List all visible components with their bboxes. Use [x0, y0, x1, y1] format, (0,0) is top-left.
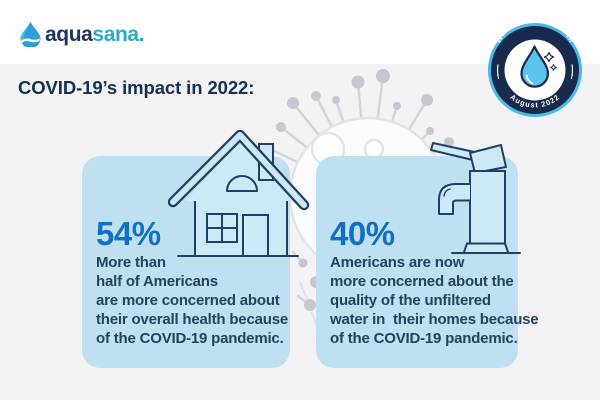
stat-line: quality of the unfiltered [330, 292, 491, 309]
stat-line: are more concerned about [96, 292, 280, 309]
water-drop-logo-icon [20, 21, 41, 47]
stat-text-water: Americans are now more concerned about t… [330, 253, 539, 348]
stat-line: water in their homes because [330, 311, 539, 328]
stat-text-health: More than half of Americans are more con… [96, 253, 290, 348]
stat-card-health: 54% More than half of Americans are more… [82, 156, 290, 368]
sparkle-icon [543, 51, 555, 63]
stat-value-water: 40% [330, 215, 395, 252]
stat-line: Americans are now [330, 254, 465, 271]
logo-text-sana: sana. [92, 22, 145, 46]
logo-text-aqua: aqua [45, 22, 93, 46]
stat-value-health: 54% [96, 215, 161, 252]
stat-line: half of Americans [96, 273, 218, 290]
stat-line: of the COVID-19 pandemic. [96, 330, 284, 347]
water-quality-month-badge: Water Quality Month August 2022 [488, 23, 582, 117]
stat-line: of the COVID-19 pandemic. [330, 330, 518, 347]
stat-line: More than [96, 254, 166, 271]
stat-line: more concerned about the [330, 273, 514, 290]
stat-card-water: 40% Americans are now more concerned abo… [316, 156, 539, 368]
badge-water-drop-icon [520, 45, 549, 88]
page-title: COVID-19’s impact in 2022: [18, 77, 255, 98]
aquasana-logo[interactable]: aquasana. [19, 21, 145, 47]
top-white-bar: aquasana. [0, 0, 600, 64]
sparkle-icon [550, 64, 557, 71]
stat-line: their overall health because [96, 311, 288, 328]
